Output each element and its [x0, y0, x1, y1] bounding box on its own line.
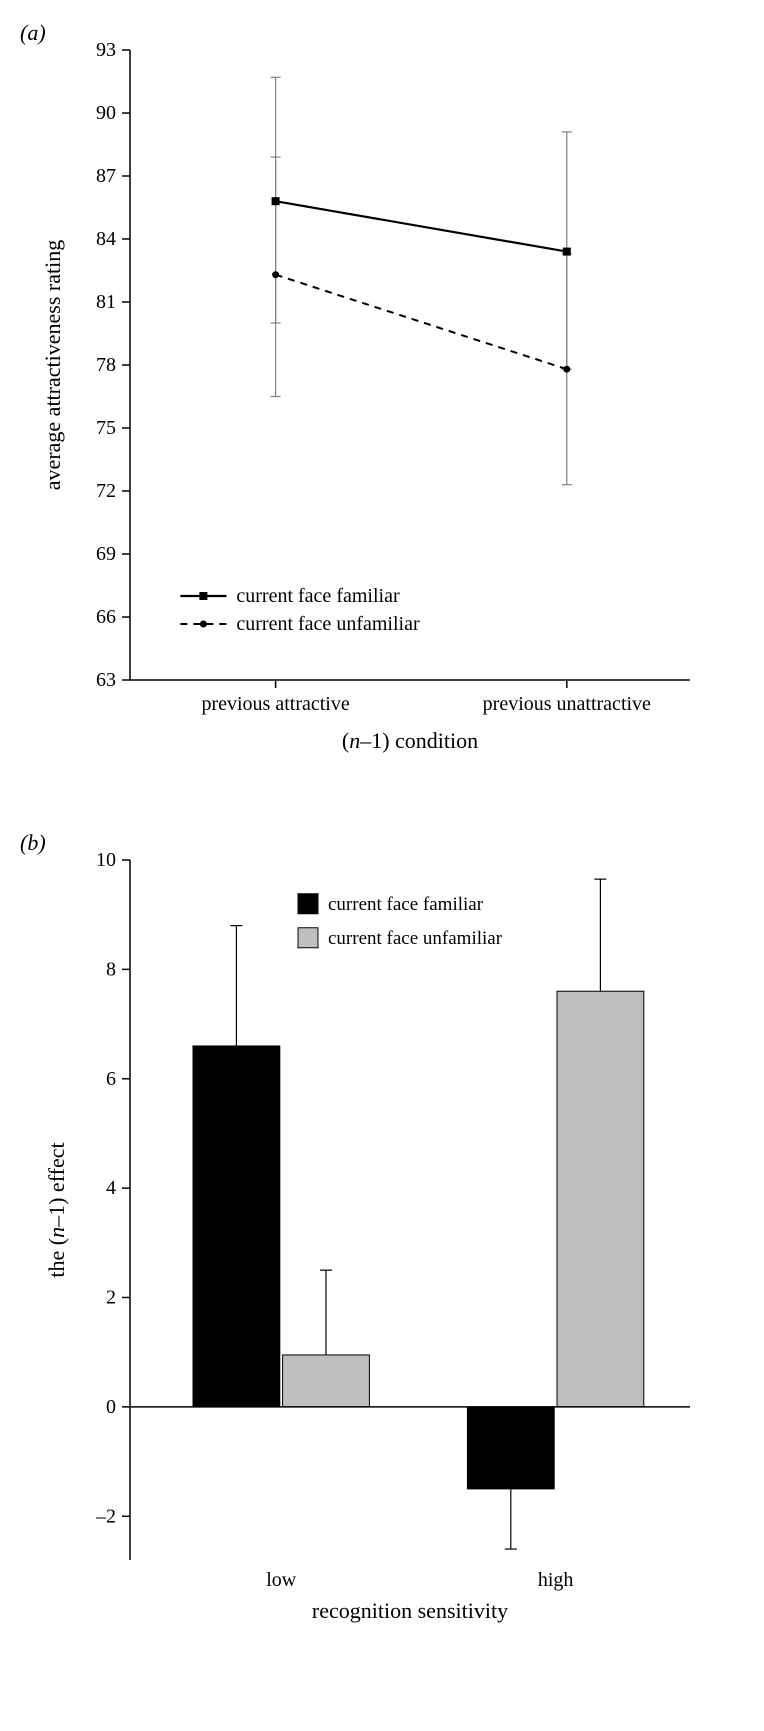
svg-text:2: 2 [106, 1287, 116, 1309]
svg-text:75: 75 [96, 417, 116, 439]
svg-text:90: 90 [96, 102, 116, 124]
svg-text:4: 4 [106, 1177, 116, 1199]
svg-text:6: 6 [106, 1068, 116, 1090]
svg-text:81: 81 [96, 291, 116, 313]
svg-text:current face unfamiliar: current face unfamiliar [328, 928, 503, 949]
svg-text:average attractiveness rating: average attractiveness rating [40, 240, 65, 490]
svg-text:87: 87 [96, 165, 116, 187]
svg-text:63: 63 [96, 669, 116, 691]
panel-a: (a) 63 66 69 72 75 78 81 84 87 90 93 average attrac… [20, 20, 744, 800]
bar-chart-b: –2 0 2 4 6 8 10 the (n–1) effect low high recognit… [20, 830, 720, 1650]
panel-b: (b) –2 0 2 4 6 8 10 the (n–1) effect low high reco… [20, 830, 744, 1650]
svg-text:93: 93 [96, 39, 116, 61]
panel-b-label: (b) [20, 830, 46, 856]
svg-text:66: 66 [96, 606, 116, 628]
svg-text:84: 84 [96, 228, 116, 250]
svg-text:8: 8 [106, 958, 116, 980]
panel-a-label: (a) [20, 20, 46, 46]
svg-text:current face familiar: current face familiar [328, 894, 484, 915]
line-chart-a: 63 66 69 72 75 78 81 84 87 90 93 average attractive… [20, 20, 720, 800]
svg-text:10: 10 [96, 849, 116, 871]
svg-text:previous attractive: previous attractive [201, 693, 349, 715]
svg-text:–2: –2 [95, 1505, 116, 1527]
svg-text:(n–1) condition: (n–1) condition [342, 728, 478, 753]
svg-text:recognition sensitivity: recognition sensitivity [312, 1598, 508, 1623]
svg-text:current face unfamiliar: current face unfamiliar [236, 613, 420, 635]
svg-text:previous unattractive: previous unattractive [483, 693, 651, 715]
svg-text:current face familiar: current face familiar [236, 585, 400, 607]
svg-text:69: 69 [96, 543, 116, 565]
svg-text:low: low [266, 1569, 297, 1591]
svg-text:72: 72 [96, 480, 116, 502]
svg-text:high: high [538, 1569, 574, 1591]
svg-text:the (n–1) effect: the (n–1) effect [44, 1142, 69, 1277]
svg-text:0: 0 [106, 1396, 116, 1418]
svg-text:78: 78 [96, 354, 116, 376]
